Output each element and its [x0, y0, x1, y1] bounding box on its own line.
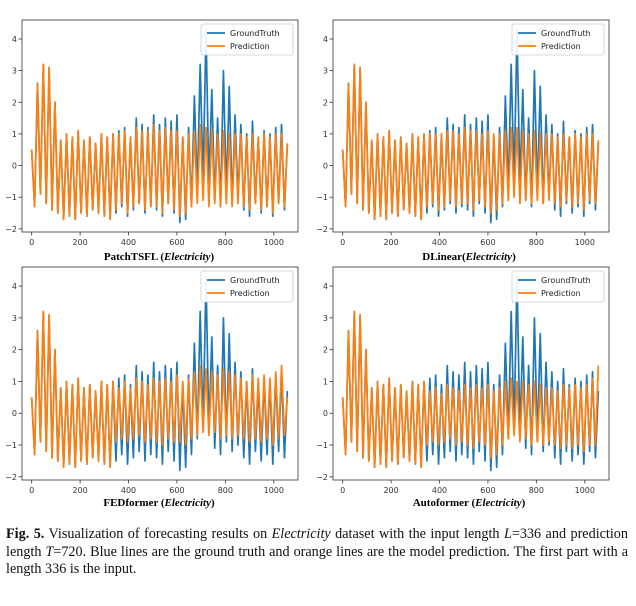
- y-tick-label: −1: [316, 441, 328, 450]
- y-tick-label: 2: [12, 346, 17, 355]
- x-tick-label: 1000: [264, 238, 284, 247]
- axes-frame: [21, 266, 299, 481]
- legend-label-groundtruth: GroundTruth: [541, 29, 591, 38]
- series-line-prediction: [30, 63, 289, 221]
- y-tick-label: 3: [12, 314, 17, 323]
- y-tick-label: 4: [12, 35, 17, 44]
- y-tick-label: 2: [323, 346, 328, 355]
- x-tick-label: 800: [529, 238, 544, 247]
- caption-part-1: Electricity: [271, 526, 331, 542]
- x-tick-label: 0: [29, 238, 34, 247]
- y-tick-label: 3: [323, 314, 328, 323]
- panel-title-0: PatchTSFL (Electricity): [103, 251, 215, 263]
- x-tick-label: 200: [383, 238, 398, 247]
- chart-panel-1: 0 200 400 600 800 1000 −2 −1 0 1 2 3 4 GroundTruth Pre…: [316, 19, 610, 247]
- legend-box: [511, 23, 605, 56]
- y-tick-label: −2: [316, 473, 328, 482]
- y-tick-label: −2: [5, 473, 17, 482]
- y-tick-label: −1: [5, 193, 17, 202]
- y-tick-label: 1: [323, 377, 328, 386]
- x-tick-label: 0: [340, 238, 345, 247]
- caption-part-6: =720. Blue lines are the ground truth an…: [6, 543, 628, 578]
- legend-label-prediction: Prediction: [230, 289, 270, 298]
- y-tick-label: −1: [5, 441, 17, 450]
- y-tick-label: 2: [323, 98, 328, 107]
- y-tick-label: −1: [316, 193, 328, 202]
- x-tick-label: 200: [72, 486, 87, 495]
- legend-label-prediction: Prediction: [541, 42, 581, 51]
- y-tick-label: 0: [12, 162, 17, 171]
- y-tick-label: 0: [323, 409, 328, 418]
- y-tick-label: 4: [323, 282, 328, 291]
- legend-label-groundtruth: GroundTruth: [230, 29, 280, 38]
- x-tick-label: 200: [72, 238, 87, 247]
- y-tick-label: 1: [323, 130, 328, 139]
- caption-part-0: Visualization of forecasting results on: [44, 526, 272, 542]
- axes-frame: [332, 19, 610, 233]
- legend-label-groundtruth: GroundTruth: [230, 276, 280, 285]
- y-tick-label: 4: [323, 35, 328, 44]
- x-tick-label: 1000: [575, 238, 595, 247]
- legend: GroundTruth Prediction: [200, 23, 294, 56]
- legend: GroundTruth Prediction: [511, 23, 605, 56]
- caption-label: Fig. 5.: [6, 526, 45, 542]
- x-tick-label: 0: [340, 486, 345, 495]
- y-tick-label: 3: [323, 67, 328, 76]
- x-tick-label: 800: [218, 238, 233, 247]
- x-tick-label: 600: [480, 238, 495, 247]
- panel-title-1: DLinear(Electricity): [422, 251, 516, 263]
- y-tick-label: 3: [12, 67, 17, 76]
- series-line-prediction: [341, 63, 600, 221]
- legend-box: [200, 270, 294, 303]
- x-tick-label: 800: [218, 486, 233, 495]
- legend-box: [511, 270, 605, 303]
- series-line-prediction: [30, 310, 289, 469]
- x-tick-label: 400: [432, 486, 447, 495]
- axes-frame: [332, 266, 610, 481]
- x-tick-label: 800: [529, 486, 544, 495]
- legend: GroundTruth Prediction: [200, 270, 294, 303]
- y-tick-label: 1: [12, 377, 17, 386]
- axes-frame: [21, 19, 299, 233]
- figure-caption: Fig. 5. Visualization of forecasting res…: [6, 526, 628, 579]
- x-tick-label: 0: [29, 486, 34, 495]
- x-tick-label: 400: [121, 486, 136, 495]
- legend-label-prediction: Prediction: [230, 42, 270, 51]
- y-tick-label: 1: [12, 130, 17, 139]
- chart-panel-3: 0 200 400 600 800 1000 −2 −1 0 1 2 3 4 GroundTruth Pre…: [316, 266, 610, 495]
- caption-part-5: T: [45, 543, 54, 560]
- legend-label-groundtruth: GroundTruth: [541, 276, 591, 285]
- y-tick-label: 4: [12, 282, 17, 291]
- y-tick-label: 2: [12, 98, 17, 107]
- chart-panel-2: 0 200 400 600 800 1000 −2 −1 0 1 2 3 4 GroundTruth Pre…: [5, 266, 299, 495]
- x-tick-label: 200: [383, 486, 398, 495]
- series-line-prediction: [341, 310, 600, 469]
- caption-part-4: =336 and prediction length: [6, 526, 628, 560]
- x-tick-label: 600: [169, 486, 184, 495]
- x-tick-label: 600: [480, 486, 495, 495]
- x-tick-label: 400: [432, 238, 447, 247]
- y-tick-label: 0: [323, 162, 328, 171]
- x-tick-label: 600: [169, 238, 184, 247]
- caption-part-3: L: [503, 526, 512, 542]
- y-tick-label: −2: [5, 225, 17, 234]
- x-tick-label: 1000: [575, 486, 595, 495]
- legend: GroundTruth Prediction: [511, 270, 605, 303]
- x-tick-label: 1000: [264, 486, 284, 495]
- caption-part-2: dataset with the input length: [330, 526, 504, 542]
- x-tick-label: 400: [121, 238, 136, 247]
- y-tick-label: 0: [12, 409, 17, 418]
- panel-title-2: FEDformer (Electricity): [103, 497, 215, 509]
- chart-panel-0: 0 200 400 600 800 1000 −2 −1 0 1 2 3 4 GroundTruth Pre…: [5, 19, 299, 247]
- y-tick-label: −2: [316, 225, 328, 234]
- panel-title-3: Autoformer (Electricity): [412, 497, 526, 509]
- legend-box: [200, 23, 294, 56]
- legend-label-prediction: Prediction: [541, 289, 581, 298]
